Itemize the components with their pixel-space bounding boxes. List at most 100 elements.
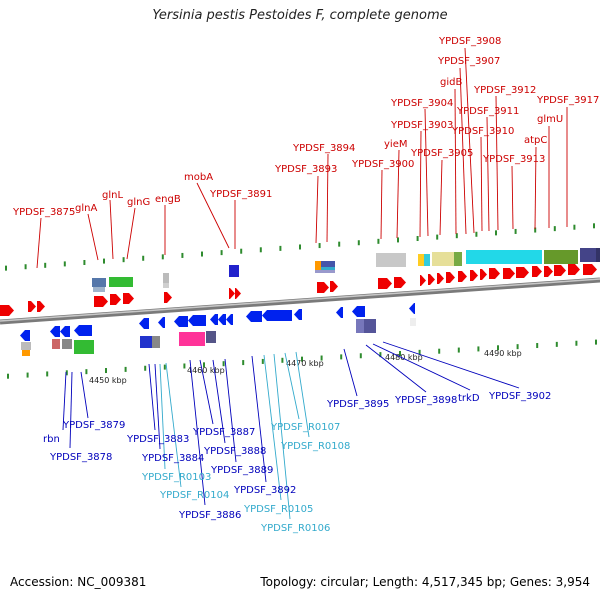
gene-label[interactable]: YPDSF_3891 — [209, 189, 272, 200]
feature-box — [109, 277, 133, 287]
feature-box — [163, 273, 169, 283]
gene-label[interactable]: YPDSF_3886 — [178, 510, 241, 521]
forward-gene-arrow — [568, 264, 580, 275]
gene-label[interactable]: gidB — [440, 77, 462, 88]
leader-line — [424, 108, 429, 237]
rna-label[interactable]: YPDSF_R0104 — [159, 490, 229, 501]
track-dot — [338, 241, 341, 247]
gene-label[interactable]: YPDSF_3879 — [62, 420, 125, 431]
feature-glyphs — [21, 248, 600, 356]
gene-label[interactable]: YPDSF_3908 — [438, 36, 501, 47]
feature-box — [356, 319, 364, 333]
gene-label[interactable]: YPDSF_3898 — [394, 395, 457, 406]
forward-gene-arrow — [420, 275, 426, 286]
track-dot — [7, 373, 9, 379]
gene-label[interactable]: rbn — [43, 434, 60, 445]
gene-label[interactable]: YPDSF_3905 — [410, 148, 473, 159]
gene-label[interactable]: glnL — [102, 190, 123, 201]
reverse-gene-arrow — [218, 314, 226, 325]
track-dot — [357, 240, 360, 246]
forward-gene-arrow — [470, 270, 478, 281]
feature-box — [229, 265, 239, 277]
rna-label[interactable]: YPDSF_R0105 — [243, 504, 313, 515]
leader-line — [36, 217, 42, 269]
leader-line — [495, 95, 499, 231]
forward-gene-arrow — [480, 269, 487, 280]
forward-gene-arrow — [516, 267, 529, 278]
track-dot — [220, 250, 223, 256]
gene-label[interactable]: YPDSF_3894 — [292, 143, 355, 154]
forward-gene-arrow — [235, 288, 241, 299]
reverse-gene-arrow — [60, 326, 70, 337]
gene-label[interactable]: YPDSF_3913 — [482, 154, 545, 165]
gene-label[interactable]: YPDSF_3875 — [12, 207, 75, 218]
reverse-gene-arrow — [139, 318, 149, 329]
feature-box — [152, 336, 160, 348]
feature-box — [52, 339, 60, 349]
gene-label[interactable]: YPDSF_3895 — [326, 399, 389, 410]
gene-label[interactable]: YPDSF_3892 — [233, 485, 296, 496]
reverse-gene-labels: rbn YPDSF_3878 YPDSF_3879 YPDSF_3883 YPD… — [43, 391, 551, 534]
gene-label[interactable]: YPDSF_3903 — [390, 120, 453, 131]
forward-gene-arrow — [28, 301, 36, 312]
leader-line — [273, 353, 291, 520]
track-dot — [163, 364, 166, 370]
gene-label[interactable]: YPDSF_3912 — [473, 85, 536, 96]
gene-label[interactable]: YPDSF_3910 — [451, 126, 514, 137]
gene-label[interactable]: YPDSF_3889 — [210, 465, 273, 476]
forward-gene-arrow — [123, 293, 134, 304]
leader-line — [459, 67, 467, 235]
gene-label[interactable]: YPDSF_3911 — [456, 106, 519, 117]
track-dot — [514, 228, 517, 234]
rna-label[interactable]: YPDSF_R0108 — [280, 441, 350, 452]
gene-label[interactable]: glnA — [75, 203, 97, 214]
gene-label[interactable]: yieM — [384, 139, 407, 150]
gene-label[interactable]: YPDSF_3907 — [437, 56, 500, 67]
track-dot — [416, 236, 419, 242]
gene-label[interactable]: YPDSF_3887 — [192, 427, 255, 438]
rna-label[interactable]: YPDSF_R0103 — [141, 472, 211, 483]
feature-box — [315, 261, 322, 270]
gene-label[interactable]: YPDSF_3893 — [274, 164, 337, 175]
feature-box — [21, 342, 31, 350]
gene-label[interactable]: glnG — [127, 197, 150, 208]
scale-label-4450: 4450 kbp — [89, 376, 127, 385]
scale-label-4460: 4460 kbp — [187, 366, 225, 375]
track-dot — [575, 340, 578, 346]
gene-label[interactable]: engB — [155, 194, 181, 205]
gene-label[interactable]: YPDSF_3878 — [49, 452, 112, 463]
feature-box — [315, 270, 335, 273]
gene-label[interactable]: glmU — [537, 114, 563, 125]
gene-label[interactable]: YPDSF_3883 — [126, 434, 189, 445]
forward-gene-arrow — [37, 301, 45, 312]
gene-label[interactable]: YPDSF_3917 — [536, 95, 599, 106]
rna-label[interactable]: YPDSF_R0107 — [270, 422, 340, 433]
gene-label[interactable]: YPDSF_3884 — [141, 453, 204, 464]
gene-label[interactable]: mobA — [184, 172, 213, 183]
gene-label[interactable]: YPDSF_3902 — [488, 391, 551, 402]
leader-line — [87, 213, 99, 261]
leader-line — [464, 47, 475, 234]
track-dot — [438, 348, 441, 354]
feature-box — [466, 250, 542, 264]
forward-gene-arrow — [583, 264, 597, 275]
topology-text: Topology: circular; Length: 4,517,345 bp… — [260, 575, 590, 589]
leader-line — [382, 341, 520, 389]
gene-label[interactable]: YPDSF_3888 — [203, 446, 266, 457]
reverse-gene-arrow — [210, 314, 218, 325]
track-dot — [281, 357, 284, 363]
gene-label[interactable]: trkD — [458, 393, 480, 404]
gene-label[interactable]: YPDSF_3904 — [390, 98, 453, 109]
gene-label[interactable]: atpC — [524, 135, 547, 146]
track-dot — [455, 233, 458, 239]
track-dot — [181, 252, 184, 258]
track-dot — [261, 358, 264, 364]
track-dot — [85, 369, 88, 375]
gene-label[interactable]: YPDSF_3900 — [351, 159, 414, 170]
leader-line — [212, 359, 226, 444]
forward-gene-arrow — [428, 274, 435, 285]
rna-label[interactable]: YPDSF_R0106 — [260, 523, 330, 534]
forward-gene-arrow — [503, 268, 515, 279]
track-dot — [105, 368, 107, 374]
track-dot — [279, 245, 282, 251]
